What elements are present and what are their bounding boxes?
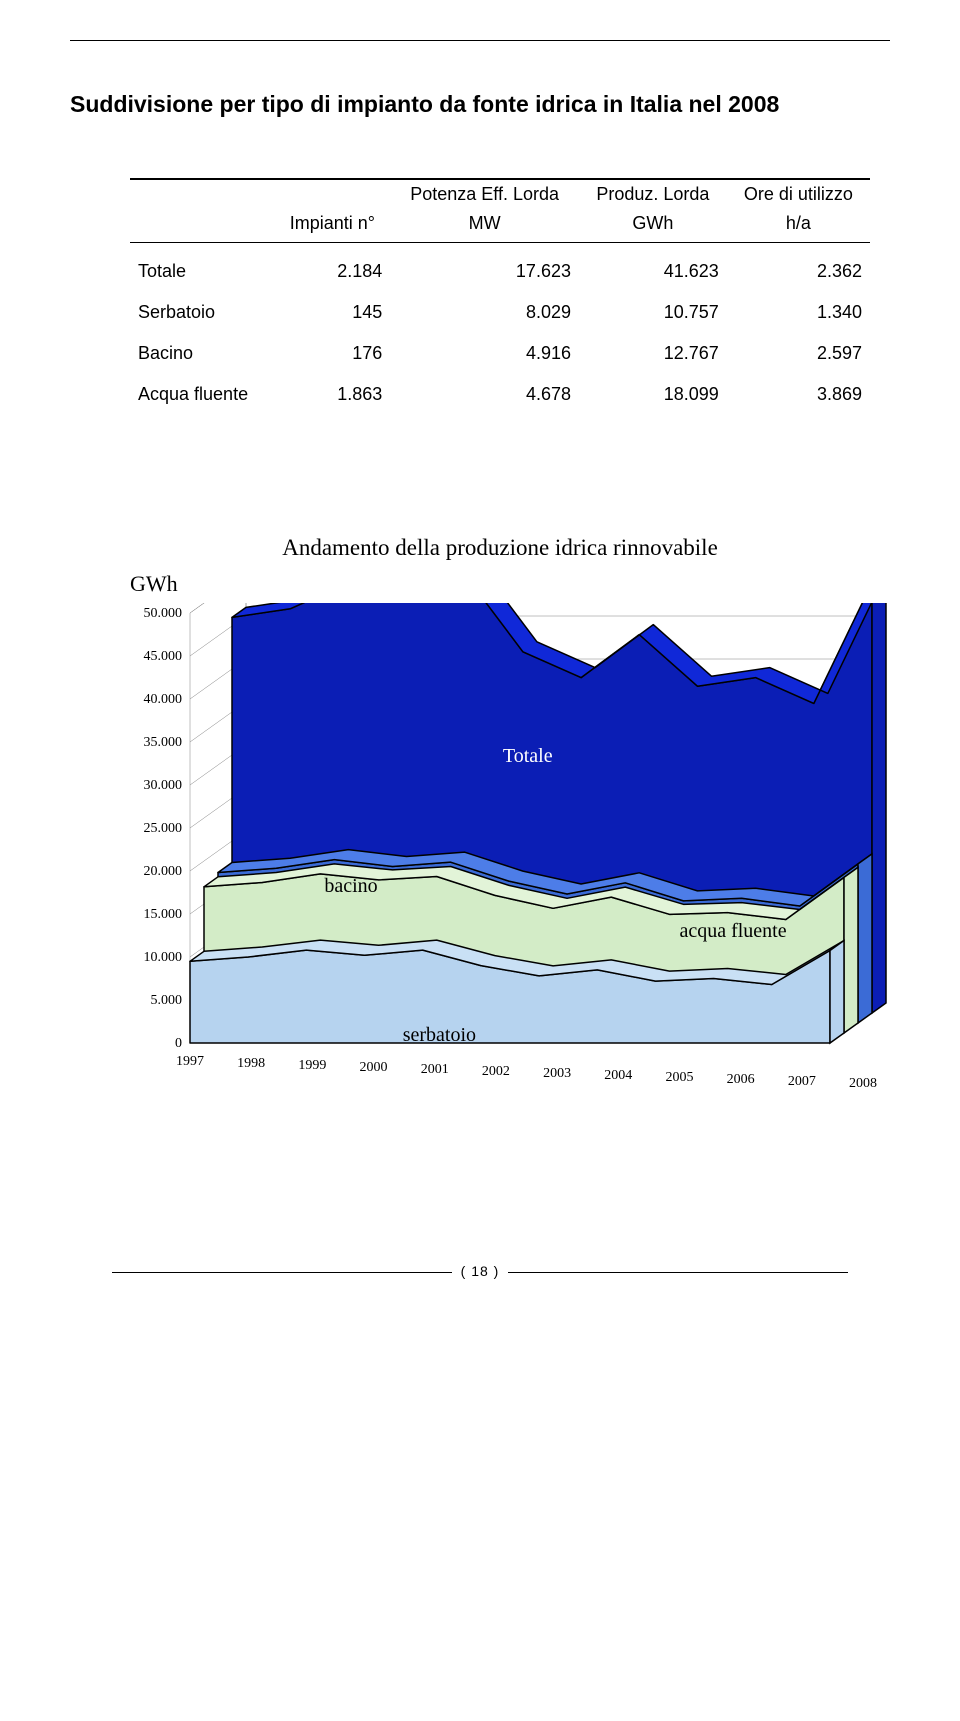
table-row: Acqua fluente1.8634.67818.0993.869 — [130, 374, 870, 415]
table-cell: 18.099 — [579, 374, 727, 415]
table-cell: 12.767 — [579, 333, 727, 374]
svg-text:0: 0 — [175, 1036, 182, 1051]
table-row: Bacino1764.91612.7672.597 — [130, 333, 870, 374]
table-cell: Bacino — [130, 333, 274, 374]
table-row: Totale2.18417.62341.6232.362 — [130, 243, 870, 293]
page-footer: ( 18 ) — [70, 1263, 890, 1279]
svg-text:2006: 2006 — [727, 1072, 755, 1087]
chart-y-axis-label: GWh — [130, 571, 890, 597]
svg-text:2000: 2000 — [360, 1060, 388, 1075]
svg-text:30.000: 30.000 — [144, 778, 183, 793]
col-sub-empty — [130, 209, 274, 243]
page-title: Suddivisione per tipo di impianto da fon… — [70, 91, 890, 118]
page-top-rule — [70, 40, 890, 41]
svg-text:1998: 1998 — [237, 1056, 265, 1071]
col-sub-impianti: Impianti n° — [274, 209, 390, 243]
series-label-bacino: bacino — [324, 875, 377, 898]
svg-text:40.000: 40.000 — [144, 692, 183, 707]
svg-text:10.000: 10.000 — [144, 950, 183, 965]
table-cell: 145 — [274, 292, 390, 333]
table-cell: 3.869 — [727, 374, 870, 415]
table-cell: 2.184 — [274, 243, 390, 293]
table-cell: 2.597 — [727, 333, 870, 374]
table-cell: 4.678 — [390, 374, 579, 415]
svg-text:50.000: 50.000 — [144, 606, 183, 621]
table-cell: 4.916 — [390, 333, 579, 374]
table-cell: Serbatoio — [130, 292, 274, 333]
col-header-impianti — [274, 179, 390, 209]
col-header-ore: Ore di utilizzo — [727, 179, 870, 209]
svg-text:2003: 2003 — [543, 1066, 571, 1081]
svg-text:2002: 2002 — [482, 1064, 510, 1079]
table-cell: 17.623 — [390, 243, 579, 293]
series-label-serbatoio: serbatoio — [403, 1024, 476, 1047]
svg-text:5.000: 5.000 — [151, 993, 183, 1008]
svg-text:1999: 1999 — [298, 1058, 326, 1073]
col-sub-ha: h/a — [727, 209, 870, 243]
svg-text:45.000: 45.000 — [144, 649, 183, 664]
table-cell: 176 — [274, 333, 390, 374]
svg-text:2005: 2005 — [665, 1070, 693, 1085]
stacked-area-chart: 0 5.000 10.000 15.000 20.000 25.000 30.000 35.0… — [110, 603, 890, 1123]
svg-text:20.000: 20.000 — [144, 864, 183, 879]
table-cell: Totale — [130, 243, 274, 293]
table-cell: Acqua fluente — [130, 374, 274, 415]
table-cell: 41.623 — [579, 243, 727, 293]
svg-text:15.000: 15.000 — [144, 907, 183, 922]
svg-text:2008: 2008 — [849, 1076, 877, 1091]
data-table-container: Potenza Eff. Lorda Produz. Lorda Ore di … — [70, 178, 890, 415]
svg-text:1997: 1997 — [176, 1054, 204, 1069]
col-sub-gwh: GWh — [579, 209, 727, 243]
table-cell: 2.362 — [727, 243, 870, 293]
svg-text:2004: 2004 — [604, 1068, 632, 1083]
col-header-empty — [130, 179, 274, 209]
svg-text:35.000: 35.000 — [144, 735, 183, 750]
col-sub-mw: MW — [390, 209, 579, 243]
series-label-totale: Totale — [503, 745, 553, 768]
page-number: ( 18 ) — [461, 1263, 500, 1279]
table-row: Serbatoio1458.02910.7571.340 — [130, 292, 870, 333]
table-cell: 1.340 — [727, 292, 870, 333]
svg-text:2001: 2001 — [421, 1062, 449, 1077]
table-cell: 10.757 — [579, 292, 727, 333]
svg-text:2007: 2007 — [788, 1074, 816, 1089]
series-label-acqua-fluente: acqua fluente — [679, 920, 786, 943]
col-header-produz: Produz. Lorda — [579, 179, 727, 209]
table-cell: 8.029 — [390, 292, 579, 333]
svg-text:25.000: 25.000 — [144, 821, 183, 836]
table-cell: 1.863 — [274, 374, 390, 415]
col-header-potenza: Potenza Eff. Lorda — [390, 179, 579, 209]
chart-svg: 0 5.000 10.000 15.000 20.000 25.000 30.000 35.0… — [110, 603, 890, 1123]
plant-type-table: Potenza Eff. Lorda Produz. Lorda Ore di … — [130, 178, 870, 415]
chart-title: Andamento della produzione idrica rinnov… — [110, 535, 890, 561]
